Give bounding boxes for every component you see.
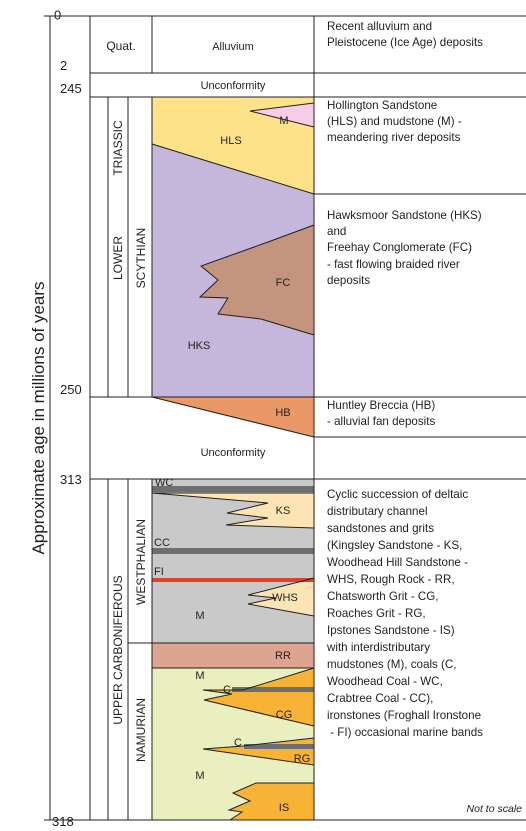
- desc-line: (HLS) and mudstone (M) -: [327, 115, 462, 129]
- freehay-conglomerate-unit: [200, 225, 314, 335]
- desc-line: Pleistocene (Ice Age) deposits: [327, 36, 483, 50]
- desc-line: Woodhead Coal - WC,: [327, 675, 443, 688]
- unit-label-whs: WHS: [272, 592, 298, 604]
- namurian-label: NAMURIAN: [134, 698, 148, 762]
- unit-label-m-namurian-1: M: [195, 670, 204, 682]
- not-to-scale-note: Not to scale: [466, 803, 522, 815]
- desc-line: (Kingsley Sandstone - KS,: [327, 539, 463, 552]
- desc-line: WHS, Rough Rock - RR,: [327, 573, 455, 586]
- unit-label-m-triassic: M: [279, 115, 288, 127]
- westphalian-label: WESTPHALIAN: [134, 519, 148, 605]
- unit-label-fc: FC: [276, 277, 291, 289]
- desc-hollington: Hollington Sandstone (HLS) and mudstone …: [327, 98, 526, 147]
- unit-label-cg: CG: [276, 709, 293, 721]
- scythian-label: SCYTHIAN: [134, 228, 148, 289]
- desc-cyclic: Cyclic succession of deltaic distributar…: [327, 486, 526, 741]
- desc-line: Hawksmoor Sandstone (HKS): [327, 209, 482, 222]
- unit-label-rr: RR: [275, 650, 291, 662]
- unit-label-c-1: C: [223, 684, 231, 696]
- y-axis-label: Approximate age in millions of years: [29, 281, 48, 554]
- unit-label-m-westphalian: M: [195, 610, 204, 622]
- quat-label: Quat.: [106, 39, 135, 53]
- crabtree-coal-seam: [152, 548, 314, 554]
- grid-lines: [44, 15, 526, 821]
- rough-rock-unit: [152, 643, 314, 668]
- age-tick-318: 318: [52, 814, 74, 829]
- desc-line: Hollington Sandstone: [327, 99, 438, 112]
- age-tick-2: 2: [60, 58, 67, 73]
- unit-label-hb: HB: [275, 407, 290, 419]
- unconformity-label-2: Unconformity: [201, 447, 266, 459]
- desc-line: Huntley Breccia (HB): [327, 399, 436, 412]
- chatsworth-grit-unit: [203, 668, 314, 726]
- desc-line: - fast flowing braided river: [327, 257, 460, 271]
- desc-alluvium: Recent alluvium and Pleistocene (Ice Age…: [327, 19, 526, 51]
- ipstones-sandstone-unit: [229, 783, 314, 820]
- unit-label-rg: RG: [294, 753, 311, 765]
- age-tick-250: 250: [60, 382, 82, 397]
- age-tick-313: 313: [60, 472, 82, 487]
- unit-label-hls: HLS: [220, 135, 241, 147]
- coal-seam-c1: [232, 687, 314, 692]
- desc-line: Woodhead Hill Sandstone -: [327, 556, 468, 569]
- desc-line: ironstones (Froghall Ironstone: [327, 709, 482, 722]
- desc-line: Chatsworth Grit - CG,: [327, 590, 439, 603]
- unit-label-is: IS: [279, 802, 289, 814]
- desc-line: sandstones and grits: [327, 522, 434, 535]
- desc-line: Ipstones Sandstone - IS): [327, 624, 455, 637]
- desc-line: mudstones (M), coals (C,: [327, 658, 457, 671]
- desc-line: Cyclic succession of deltaic: [327, 488, 469, 501]
- desc-line: deposits: [327, 273, 371, 287]
- desc-line: - alluvial fan deposits: [327, 415, 436, 429]
- desc-line: Roaches Grit - RG,: [327, 607, 426, 620]
- desc-line: Recent alluvium and: [327, 20, 433, 33]
- desc-huntley: Huntley Breccia (HB) - alluvial fan depo…: [327, 398, 526, 430]
- age-tick-245: 245: [60, 81, 82, 96]
- unit-label-m-namurian-2: M: [195, 770, 204, 782]
- desc-line: Crabtree Coal - CC),: [327, 692, 434, 705]
- desc-hawksmoor: Hawksmoor Sandstone (HKS) and Freehay Co…: [327, 208, 526, 289]
- upper-carboniferous-label: UPPER CARBONIFEROUS: [111, 575, 125, 724]
- desc-line: meandering river deposits: [327, 131, 461, 145]
- triassic-label: TRIASSIC: [111, 120, 125, 176]
- age-tick-0: 0: [54, 7, 61, 22]
- lower-label: LOWER: [111, 236, 125, 280]
- desc-line: Freehay Conglomerate (FC): [327, 241, 472, 255]
- unconformity-label-1: Unconformity: [201, 80, 266, 92]
- desc-line: with interdistributary: [327, 641, 431, 654]
- coal-seam-c2: [244, 744, 314, 749]
- unit-label-hks: HKS: [188, 340, 211, 352]
- unit-label-cc: CC: [154, 537, 170, 549]
- unit-label-ks: KS: [276, 505, 291, 517]
- unit-label-c-2: C: [234, 737, 242, 749]
- desc-line: and: [327, 225, 347, 239]
- kingsley-sandstone-unit: [152, 493, 314, 528]
- woodhead-coal-seam: [152, 486, 314, 492]
- alluvium-label: Alluvium: [212, 41, 254, 53]
- hollington-sandstone-unit: [152, 97, 314, 194]
- froghall-ironstone-band: [152, 578, 314, 582]
- unit-label-wc: WC: [155, 477, 173, 489]
- desc-line: - FI) occasional marine bands: [327, 726, 483, 739]
- unit-label-fi: FI: [154, 566, 164, 578]
- desc-line: distributary channel: [327, 505, 428, 518]
